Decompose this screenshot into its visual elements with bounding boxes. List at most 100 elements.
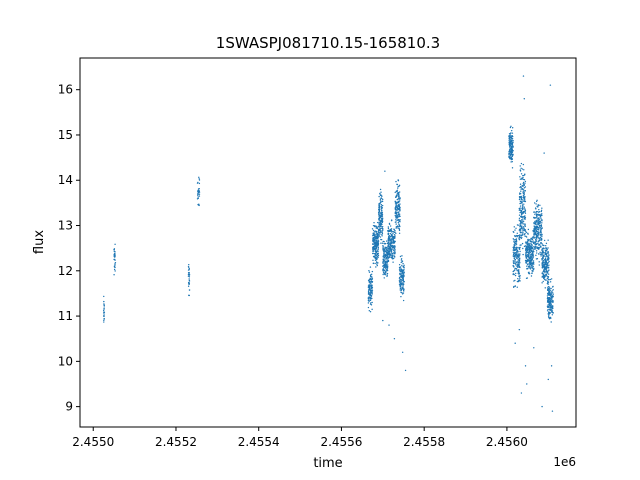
data-point [509, 155, 512, 157]
data-point [198, 176, 200, 179]
data-point [188, 283, 191, 285]
data-point [197, 191, 200, 193]
data-point [521, 196, 523, 198]
data-point [398, 184, 401, 187]
data-point [114, 261, 117, 264]
data-point [374, 262, 376, 265]
data-point [369, 274, 372, 276]
data-point [374, 245, 377, 247]
data-point [529, 268, 532, 270]
data-point [536, 229, 538, 231]
data-point [386, 249, 389, 252]
data-point [549, 84, 552, 86]
x-axis-offset-label: 1e6 [553, 455, 576, 469]
data-point [377, 245, 379, 247]
data-point [538, 211, 540, 213]
data-point [381, 200, 383, 203]
data-point [383, 269, 385, 272]
data-point [387, 227, 390, 230]
data-point [387, 232, 389, 235]
data-point [380, 197, 382, 199]
data-point [379, 194, 382, 197]
data-point [384, 267, 387, 269]
data-point [392, 258, 394, 260]
data-point [551, 297, 553, 299]
data-point [369, 290, 372, 292]
data-point [542, 261, 544, 264]
data-point [547, 304, 549, 306]
data-point [399, 287, 402, 290]
data-point [381, 204, 384, 207]
data-point [522, 190, 524, 193]
data-point [544, 274, 546, 277]
data-point [376, 253, 379, 256]
data-point [390, 239, 392, 241]
data-point [390, 245, 393, 248]
data-point [549, 309, 551, 311]
data-point [535, 213, 538, 215]
data-point [395, 207, 397, 209]
data-point [541, 243, 543, 245]
data-point [546, 275, 548, 278]
data-point [401, 274, 403, 277]
data-point [519, 219, 521, 222]
data-point [551, 305, 554, 307]
data-point [522, 200, 524, 202]
data-point [379, 233, 381, 235]
data-point [512, 153, 514, 156]
data-point [382, 198, 384, 201]
data-point [512, 141, 514, 143]
data-point [368, 281, 370, 283]
data-point [395, 195, 398, 198]
data-point [519, 225, 521, 227]
data-point [547, 296, 549, 299]
data-point [539, 226, 542, 228]
data-point [113, 268, 116, 271]
data-point [381, 213, 384, 216]
data-point [531, 245, 533, 247]
data-point [523, 169, 525, 171]
data-point [529, 249, 531, 251]
data-point [369, 278, 371, 281]
data-point [534, 207, 537, 209]
data-point [377, 250, 379, 253]
data-point [550, 303, 553, 305]
data-point [510, 129, 513, 132]
data-point [381, 221, 384, 224]
data-point [521, 220, 523, 222]
data-point [547, 258, 549, 260]
data-point [510, 140, 513, 142]
data-point [398, 280, 401, 282]
data-point [537, 219, 540, 222]
data-point [370, 284, 372, 286]
data-point [383, 264, 386, 267]
data-point [547, 254, 550, 256]
data-point [523, 192, 525, 194]
data-point [395, 180, 397, 183]
data-point [379, 231, 382, 233]
data-point [547, 247, 549, 249]
data-point [518, 260, 521, 262]
data-point [546, 263, 548, 265]
data-point [377, 242, 379, 244]
data-point [518, 257, 521, 259]
data-point [375, 247, 378, 249]
data-point [371, 270, 374, 273]
data-point [520, 187, 523, 189]
data-point [523, 178, 526, 181]
data-point [400, 258, 403, 260]
data-point [518, 198, 521, 201]
data-point [542, 256, 544, 258]
data-point [394, 221, 397, 223]
data-point [378, 222, 380, 225]
data-point [551, 301, 553, 303]
data-point [512, 247, 515, 250]
data-point [388, 254, 390, 256]
data-point [538, 253, 540, 255]
data-point [378, 209, 380, 211]
data-point [549, 290, 551, 292]
data-point [371, 247, 374, 249]
data-point [514, 342, 516, 344]
data-point [515, 238, 518, 240]
data-point [188, 274, 191, 276]
